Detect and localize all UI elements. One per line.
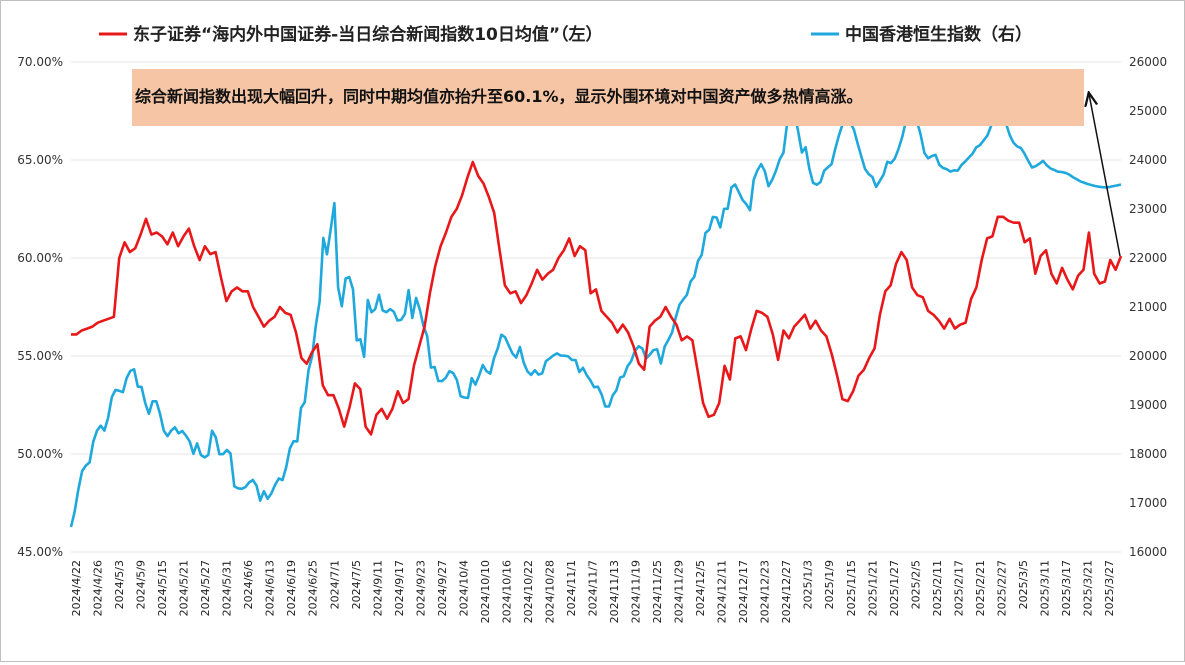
- x-tick-label: 2024/11/1: [565, 560, 578, 616]
- right-tick-label: 20000: [1129, 349, 1167, 363]
- x-tick-label: 2025/1/9: [823, 560, 836, 609]
- right-tick-label: 17000: [1129, 496, 1167, 510]
- right-tick-label: 25000: [1129, 104, 1167, 118]
- x-tick-label: 2024/12/5: [694, 560, 707, 616]
- right-tick-label: 23000: [1129, 202, 1167, 216]
- gridlines: [71, 61, 1121, 553]
- x-tick-label: 2025/3/27: [1103, 560, 1116, 616]
- x-axis-ticks: 2024/4/22 2024/4/26 2024/5/3 2024/5/9 2024/5…: [70, 560, 1116, 623]
- annotation-arrow: [1089, 94, 1121, 257]
- x-tick-label: 2024/6/13: [264, 560, 277, 616]
- x-tick-label: 2025/1/27: [888, 560, 901, 616]
- x-tick-label: 2025/2/11: [931, 560, 944, 616]
- annotation-text: 综合新闻指数出现大幅回升，同时中期均值亦抬升至60.1%，显示外围环境对中国资产…: [135, 87, 863, 106]
- x-tick-label: 2024/12/17: [737, 560, 750, 623]
- right-tick-label: 19000: [1129, 398, 1167, 412]
- right-axis-ticks: 16000 17000 18000 19000 20000 21000 22000 23000…: [1129, 55, 1167, 559]
- x-tick-label: 2024/12/27: [780, 560, 793, 623]
- x-tick-label: 2024/4/22: [70, 560, 83, 616]
- x-tick-label: 2024/12/23: [759, 560, 772, 623]
- x-tick-label: 2024/6/6: [242, 560, 255, 609]
- x-tick-label: 2024/11/25: [651, 560, 664, 623]
- legend: 东子证券“海内外中国证券-当日综合新闻指数10日均值”（左） 中国香港恒生指数（…: [99, 24, 1032, 45]
- x-tick-label: 2024/5/27: [199, 560, 212, 616]
- x-tick-label: 2024/10/22: [522, 560, 535, 623]
- x-tick-label: 2025/1/15: [845, 560, 858, 616]
- x-tick-label: 2024/5/9: [135, 560, 148, 609]
- x-tick-label: 2025/2/27: [995, 560, 1008, 616]
- x-tick-label: 2024/12/11: [716, 560, 729, 623]
- legend-label-red: 东子证券“海内外中国证券-当日综合新闻指数10日均值”（左）: [133, 24, 603, 45]
- x-tick-label: 2024/5/21: [178, 560, 191, 616]
- right-tick-label: 18000: [1129, 447, 1167, 461]
- x-tick-label: 2024/7/5: [350, 560, 363, 609]
- x-tick-label: 2025/3/5: [1017, 560, 1030, 609]
- x-tick-label: 2024/5/15: [156, 560, 169, 616]
- x-tick-label: 2025/1/21: [866, 560, 879, 616]
- left-axis-ticks: 45.00% 50.00% 55.00% 60.00% 65.00% 70.00%: [17, 55, 63, 559]
- right-tick-label: 16000: [1129, 545, 1167, 559]
- right-tick-label: 26000: [1129, 55, 1167, 69]
- x-tick-label: 2024/10/10: [479, 560, 492, 623]
- x-tick-label: 2024/5/3: [113, 560, 126, 609]
- left-tick-label: 60.00%: [17, 251, 63, 265]
- x-tick-label: 2024/9/11: [371, 560, 384, 616]
- x-tick-label: 2024/11/7: [587, 560, 600, 616]
- series-line-news-index: [71, 160, 1123, 436]
- left-tick-label: 50.00%: [17, 447, 63, 461]
- x-tick-label: 2024/11/13: [608, 560, 621, 623]
- annotation: 综合新闻指数出现大幅回升，同时中期均值亦抬升至60.1%，显示外围环境对中国资产…: [132, 69, 1121, 257]
- x-tick-label: 2025/2/21: [974, 560, 987, 616]
- series-line-hang-seng: [69, 102, 1122, 528]
- x-tick-label: 2024/9/27: [436, 560, 449, 616]
- x-tick-label: 2024/11/29: [673, 560, 686, 623]
- x-tick-label: 2024/10/4: [457, 560, 470, 616]
- legend-label-blue: 中国香港恒生指数（右）: [845, 24, 1032, 45]
- left-tick-label: 55.00%: [17, 349, 63, 363]
- x-tick-label: 2025/2/17: [952, 560, 965, 616]
- x-tick-label: 2024/5/31: [221, 560, 234, 616]
- x-tick-label: 2025/1/3: [802, 560, 815, 609]
- left-tick-label: 70.00%: [17, 55, 63, 69]
- x-tick-label: 2024/7/1: [328, 560, 341, 609]
- x-tick-label: 2024/11/19: [630, 560, 643, 623]
- x-tick-label: 2025/3/11: [1038, 560, 1051, 616]
- right-tick-label: 22000: [1129, 251, 1167, 265]
- x-tick-label: 2024/10/28: [543, 560, 556, 623]
- right-tick-label: 24000: [1129, 153, 1167, 167]
- x-tick-label: 2024/6/25: [307, 560, 320, 616]
- x-tick-label: 2025/3/17: [1060, 560, 1073, 616]
- right-tick-label: 21000: [1129, 300, 1167, 314]
- x-tick-label: 2024/6/19: [285, 560, 298, 616]
- annotation-box: [132, 69, 1084, 126]
- x-tick-label: 2024/4/26: [92, 560, 105, 616]
- x-tick-label: 2024/9/23: [414, 560, 427, 616]
- x-tick-label: 2024/10/16: [500, 560, 513, 623]
- left-tick-label: 65.00%: [17, 153, 63, 167]
- x-tick-label: 2025/3/21: [1081, 560, 1094, 616]
- x-tick-label: 2024/9/17: [393, 560, 406, 616]
- left-tick-label: 45.00%: [17, 545, 63, 559]
- x-tick-label: 2025/2/5: [909, 560, 922, 609]
